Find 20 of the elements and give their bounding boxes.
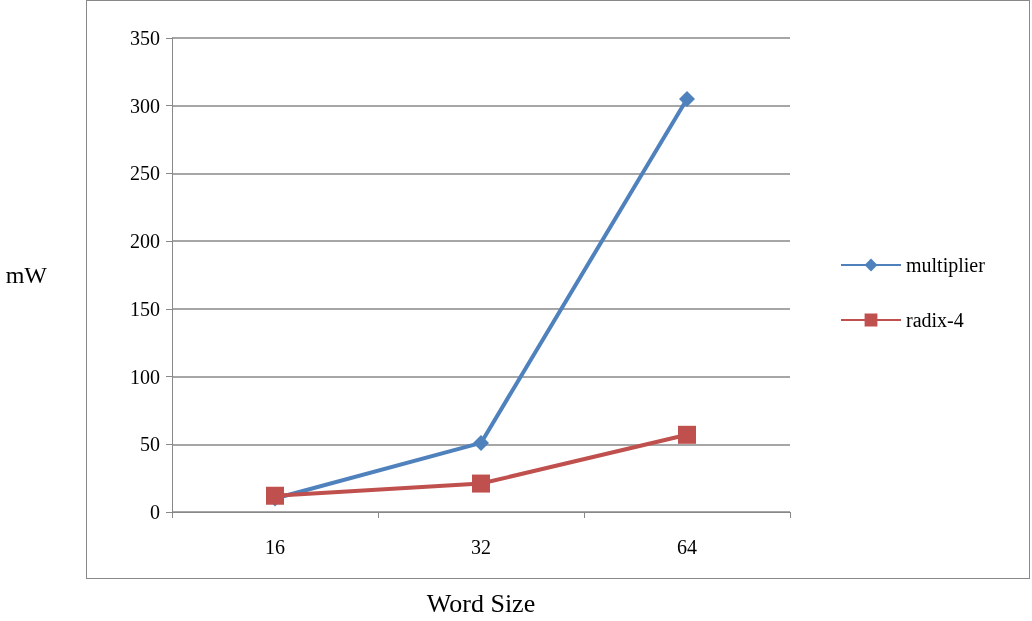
y-tick-label: 200 — [130, 230, 160, 253]
y-tick-label: 50 — [140, 433, 160, 456]
point — [266, 486, 284, 505]
legend-label: radix-4 — [906, 309, 964, 331]
y-tick-label: 350 — [130, 27, 160, 49]
legend-label: multiplier — [906, 254, 986, 277]
x-tick-label: 16 — [265, 536, 285, 558]
point — [472, 474, 490, 493]
x-tick-label: 64 — [677, 536, 697, 558]
point — [473, 434, 489, 451]
x-tick-label: 32 — [471, 536, 491, 558]
y-axis-title: mW — [5, 262, 48, 288]
y-tick-label: 150 — [130, 297, 160, 320]
y-tick-label: 300 — [130, 94, 160, 117]
point — [679, 90, 695, 107]
y-tick-label: 0 — [150, 501, 160, 523]
y-tick-label: 250 — [130, 162, 160, 185]
y-tick-label: 100 — [130, 365, 160, 388]
point — [678, 425, 696, 444]
x-axis-title: Word Size — [426, 588, 536, 618]
